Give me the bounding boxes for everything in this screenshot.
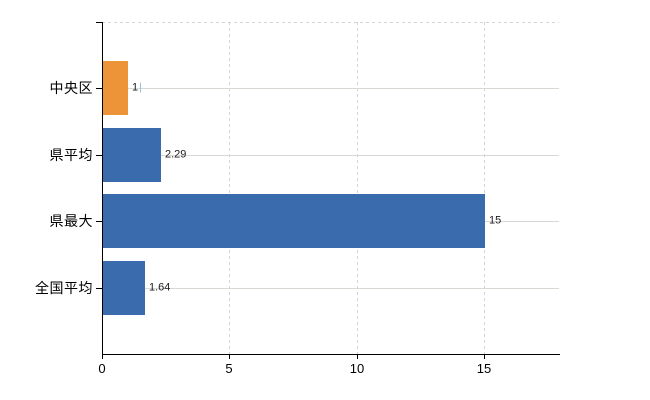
x-axis-tick — [102, 355, 103, 359]
y-axis-tick — [96, 22, 102, 23]
x-tick-label: 10 — [349, 361, 365, 376]
value-label[interactable]: 2.29 — [165, 148, 187, 161]
x-tick-label: 5 — [225, 361, 233, 376]
chart-bar[interactable] — [103, 128, 161, 182]
value-label-text: 1 — [132, 81, 139, 94]
category-label: 全国平均 — [35, 280, 93, 296]
category-label: 県平均 — [49, 147, 93, 163]
x-tick-label: 15 — [476, 361, 492, 376]
text-cursor — [140, 82, 142, 93]
category-label: 県最大 — [49, 213, 93, 229]
v-gridline — [357, 22, 358, 354]
chart-bar[interactable] — [103, 261, 145, 315]
value-label[interactable]: 15 — [489, 214, 502, 227]
x-tick-label: 0 — [98, 361, 106, 376]
y-axis-tick — [96, 288, 102, 289]
y-axis-tick — [96, 155, 102, 156]
category-label: 中央区 — [49, 80, 93, 96]
x-axis — [102, 354, 560, 355]
x-axis-tick — [484, 355, 485, 359]
value-label-text: 1.64 — [149, 281, 171, 294]
v-gridline — [484, 22, 485, 354]
h-gridline — [102, 155, 559, 156]
y-axis — [102, 22, 103, 355]
h-gridline — [102, 288, 559, 289]
chart-bar[interactable] — [103, 194, 485, 248]
x-axis-tick — [229, 355, 230, 359]
x-axis-tick — [357, 355, 358, 359]
h-gridline — [102, 88, 559, 89]
y-axis-tick — [96, 88, 102, 89]
y-axis-tick — [96, 221, 102, 222]
value-label-text: 2.29 — [165, 148, 187, 161]
value-label-text: 15 — [489, 214, 502, 227]
plot-top-border — [102, 22, 559, 23]
v-gridline — [229, 22, 230, 354]
chart-bar[interactable] — [103, 61, 128, 115]
value-label[interactable]: 1.64 — [149, 281, 171, 294]
value-label[interactable]: 1 — [132, 81, 142, 94]
